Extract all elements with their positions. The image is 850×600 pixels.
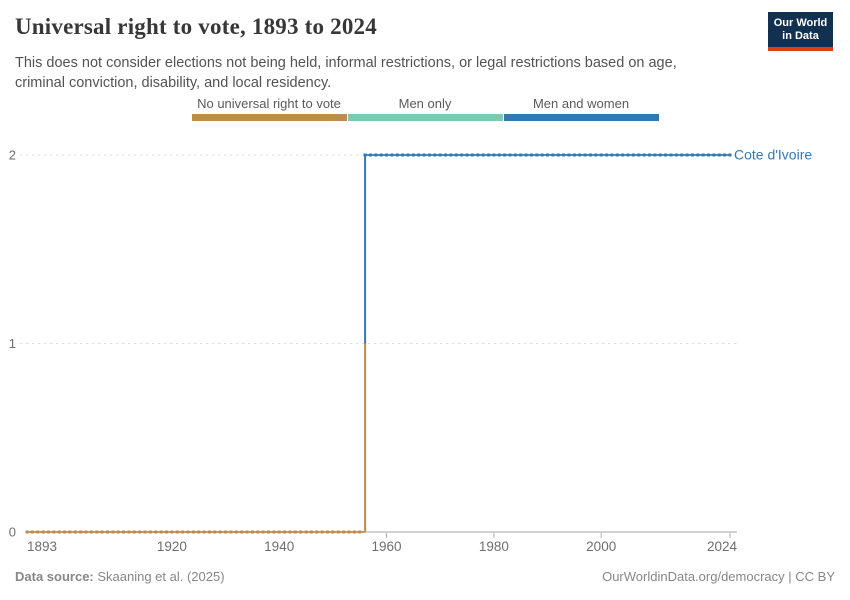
- legend-label: Men and women: [532, 96, 630, 111]
- data-source-value: Skaaning et al. (2025): [93, 569, 225, 584]
- legend-item-men-only: Men only: [347, 96, 503, 121]
- legend-swatch: [347, 114, 503, 121]
- data-source: Data source: Skaaning et al. (2025): [15, 569, 225, 584]
- legend-swatch: [503, 114, 659, 121]
- svg-text:1940: 1940: [264, 539, 294, 554]
- legend-label: No universal right to vote: [197, 96, 341, 111]
- svg-text:1: 1: [9, 336, 16, 351]
- legend-item-men-and-women: Men and women: [503, 96, 659, 121]
- legend-swatch: [191, 114, 347, 121]
- svg-text:2024: 2024: [707, 539, 738, 554]
- svg-text:1893: 1893: [27, 539, 57, 554]
- owid-url-link[interactable]: OurWorldinData.org/democracy: [602, 569, 785, 584]
- svg-text:0: 0: [9, 525, 16, 540]
- logo-line-1: Our World: [773, 16, 828, 29]
- legend-label: Men only: [398, 96, 452, 111]
- license-text: | CC BY: [784, 569, 835, 584]
- data-source-label: Data source:: [15, 569, 94, 584]
- owid-logo[interactable]: Our World in Data: [768, 12, 833, 51]
- svg-text:1960: 1960: [371, 539, 401, 554]
- svg-text:Cote d'Ivoire: Cote d'Ivoire: [734, 147, 812, 163]
- page-title: Universal right to vote, 1893 to 2024: [15, 14, 377, 39]
- legend-item-no-universal-right: No universal right to vote: [191, 96, 347, 121]
- chart-subtitle: This does not consider elections not bei…: [15, 55, 677, 91]
- logo-line-2: in Data: [782, 29, 819, 42]
- svg-text:2000: 2000: [586, 539, 616, 554]
- svg-text:2: 2: [9, 148, 16, 163]
- chart-footer: Data source: Skaaning et al. (2025) OurW…: [15, 569, 835, 584]
- svg-text:1980: 1980: [479, 539, 509, 554]
- attribution: OurWorldinData.org/democracy | CC BY: [602, 569, 835, 584]
- svg-text:1920: 1920: [157, 539, 187, 554]
- category-legend: No universal right to vote Men only Men …: [0, 96, 850, 121]
